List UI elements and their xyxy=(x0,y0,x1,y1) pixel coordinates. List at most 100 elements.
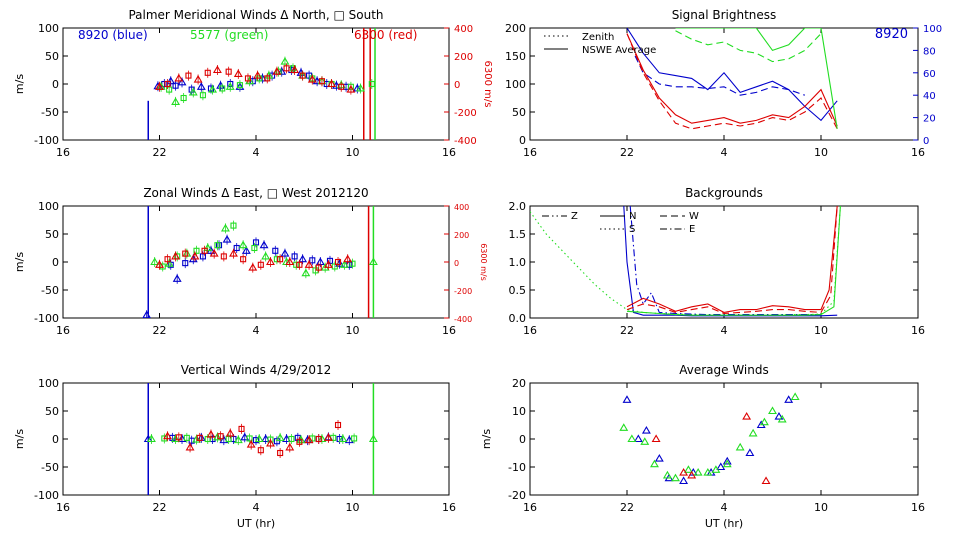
legend-entry: S xyxy=(629,224,635,235)
y-tick-label: 50 xyxy=(45,228,59,241)
x-tick-label: 22 xyxy=(620,501,634,514)
data-point-green xyxy=(777,414,787,423)
x-tick-label: 16 xyxy=(911,146,925,159)
legend-entry: N xyxy=(629,211,636,222)
y-axis-label: m/s xyxy=(13,429,26,449)
y-tick-label: 2.0 xyxy=(509,200,527,213)
y-tick-label: -100 xyxy=(34,312,59,325)
series-line-red xyxy=(626,206,838,313)
series-line-blue xyxy=(629,206,821,316)
data-point-green xyxy=(748,428,758,437)
data-point-green xyxy=(693,468,703,476)
y-axis-label: m/s xyxy=(13,74,26,94)
x-axis-label: UT (hr) xyxy=(237,517,275,530)
data-point-green xyxy=(627,434,637,443)
y-tick-label: -50 xyxy=(41,106,59,119)
x-tick-label: 22 xyxy=(153,501,167,514)
data-point-blue xyxy=(622,395,632,403)
data-point-green xyxy=(640,437,650,445)
x-tick-label: 16 xyxy=(442,501,456,514)
data-layer xyxy=(142,206,378,318)
x-tick-label: 10 xyxy=(814,146,828,159)
x-tick-label: 22 xyxy=(620,146,634,159)
y-tick-label: 100 xyxy=(38,377,59,390)
y-tick-label: 0 xyxy=(52,78,59,91)
right-y-tick-label: 0 xyxy=(454,259,459,268)
legend-entry-red: 6300 (red) xyxy=(354,28,417,42)
y-tick-label: 50 xyxy=(512,106,526,119)
plot-frame xyxy=(62,27,450,141)
x-tick-label: 16 xyxy=(911,501,925,514)
series-line-blue xyxy=(626,28,838,122)
series-line-green xyxy=(626,206,841,316)
right-y-tick-label: 200 xyxy=(454,231,469,240)
x-tick-label: 16 xyxy=(523,146,537,159)
data-point-green xyxy=(683,465,693,473)
series-line-green xyxy=(675,30,822,63)
chart-title: Palmer Meridional Winds Δ North, □ South xyxy=(128,8,383,22)
channel-annotation: 8920 xyxy=(875,27,908,42)
legend-entry-blue: 8920 (blue) xyxy=(78,28,148,42)
data-point-red xyxy=(742,412,752,420)
y-tick-label: -100 xyxy=(34,489,59,502)
y-tick-label: 20 xyxy=(512,377,526,390)
data-point-green xyxy=(662,470,672,479)
x-tick-label: 4 xyxy=(721,501,728,514)
series-line-blue xyxy=(634,55,805,96)
right-y-tick-label: 100 xyxy=(923,24,942,35)
right-y-tick-label: 80 xyxy=(923,46,936,57)
legend-entry: NSWE Average xyxy=(582,45,656,56)
x-tick-label: 10 xyxy=(346,324,360,337)
x-tick-label: 22 xyxy=(620,324,634,337)
right-y-tick-label: -400 xyxy=(454,136,477,147)
zonal-winds-panel: Zonal Winds Δ East, □ West 2012120 16 22 4 1… xyxy=(13,186,488,337)
data-point-blue xyxy=(633,434,643,443)
y-tick-label: 100 xyxy=(505,78,526,91)
x-tick-label: 10 xyxy=(346,501,360,514)
legend-entry-green: 5577 (green) xyxy=(190,28,268,42)
x-tick-label: 10 xyxy=(814,501,828,514)
y-tick-label: -10 xyxy=(508,461,526,474)
data-point-red xyxy=(761,476,771,485)
y-axis-label: m/s xyxy=(480,429,493,449)
y-tick-label: -20 xyxy=(508,489,526,502)
data-layer xyxy=(619,392,800,485)
data-point-green xyxy=(735,442,745,451)
right-y-tick-label: -200 xyxy=(454,108,477,119)
right-y-tick-label: 40 xyxy=(923,91,936,102)
data-point-green xyxy=(703,468,713,476)
data-point-green xyxy=(619,423,629,431)
data-layer xyxy=(626,28,838,130)
x-tick-label: 16 xyxy=(56,324,70,337)
y-tick-label: 10 xyxy=(512,405,526,418)
y-tick-label: 50 xyxy=(45,50,59,63)
y-tick-label: -50 xyxy=(41,284,59,297)
right-axis-label: 6300 m/s xyxy=(479,243,488,281)
data-point-red xyxy=(651,434,661,443)
data-point-blue xyxy=(784,395,794,403)
series-line-red xyxy=(626,206,838,315)
plot-frame xyxy=(529,205,919,319)
y-tick-label: 100 xyxy=(38,22,59,35)
data-point-blue xyxy=(722,456,732,465)
legend-entry: Zenith xyxy=(582,32,614,43)
data-layer xyxy=(143,383,378,495)
y-tick-label: 150 xyxy=(505,50,526,63)
chart-title: Backgrounds xyxy=(685,186,763,200)
series-line-red xyxy=(626,33,838,127)
data-point-green xyxy=(711,465,721,473)
x-tick-label: 16 xyxy=(56,146,70,159)
y-tick-label: 200 xyxy=(505,22,526,35)
x-tick-label: 16 xyxy=(523,501,537,514)
x-tick-label: 16 xyxy=(56,501,70,514)
series-line-red xyxy=(626,33,838,130)
y-tick-label: 0 xyxy=(519,433,526,446)
data-layer xyxy=(147,28,376,140)
series-line-green xyxy=(530,206,841,316)
data-point-red xyxy=(687,470,697,479)
